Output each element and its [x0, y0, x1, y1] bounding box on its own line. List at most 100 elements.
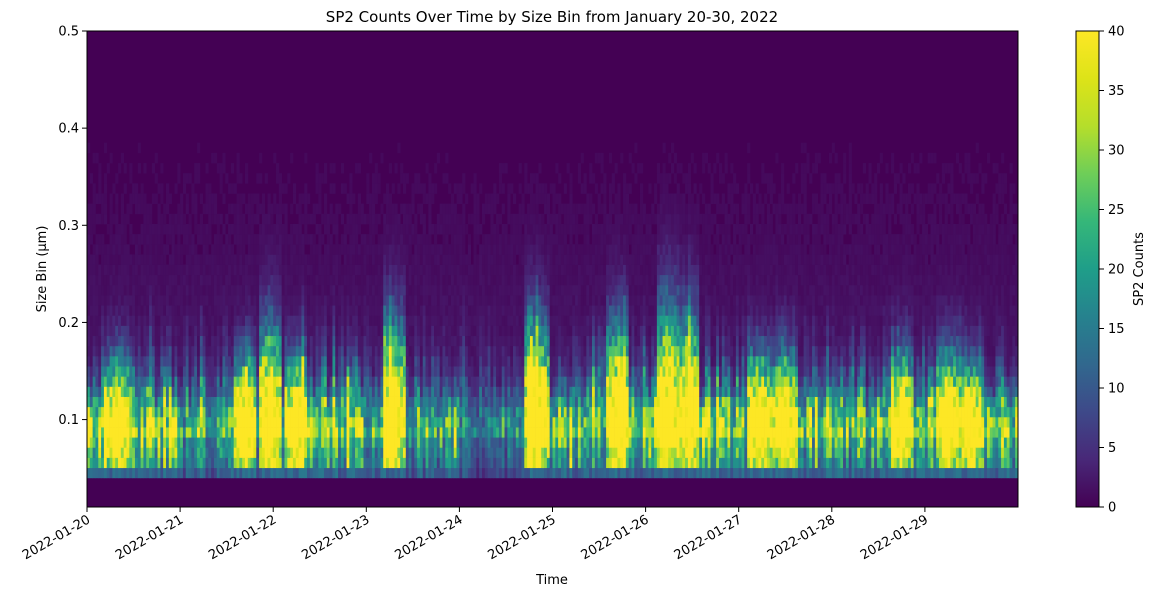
heatmap-cell: [465, 284, 469, 296]
heatmap-cell: [487, 396, 491, 408]
heatmap-cell: [577, 457, 582, 469]
heatmap-cell: [527, 457, 531, 469]
heatmap-cell: [247, 315, 251, 326]
heatmap-cell: [194, 193, 198, 204]
heatmap-cell: [402, 284, 407, 296]
heatmap-cell: [479, 315, 483, 326]
heatmap-cell: [185, 193, 189, 204]
heatmap-cell: [594, 223, 598, 235]
heatmap-cell: [442, 203, 446, 215]
heatmap-cell: [177, 305, 181, 316]
heatmap-cell: [552, 457, 556, 469]
heatmap-cell: [527, 386, 531, 397]
heatmap-cell: [456, 447, 460, 458]
heatmap-cell: [560, 295, 565, 306]
heatmap-cell: [371, 447, 376, 458]
heatmap-cell: [555, 163, 559, 174]
heatmap-cell: [524, 427, 528, 438]
heatmap-cell: [267, 295, 271, 306]
heatmap-cell: [318, 264, 322, 276]
heatmap-cell: [202, 427, 206, 438]
heatmap-cell: [292, 223, 297, 235]
heatmap-cell: [98, 163, 102, 174]
heatmap-cell: [501, 437, 505, 448]
heatmap-cell: [535, 234, 539, 245]
heatmap-cell: [479, 335, 483, 347]
heatmap-cell: [498, 335, 503, 347]
heatmap-cell: [137, 386, 141, 397]
heatmap-cell: [391, 254, 395, 265]
heatmap-cell: [507, 396, 511, 408]
heatmap-cell: [467, 366, 472, 377]
heatmap-cell: [219, 335, 223, 347]
heatmap-cell: [422, 416, 426, 428]
heatmap-cell: [284, 457, 288, 469]
heatmap-cell: [589, 396, 593, 408]
heatmap-cell: [281, 427, 285, 438]
heatmap-cell: [377, 254, 381, 265]
heatmap-cell: [436, 305, 440, 316]
heatmap-cell: [541, 325, 545, 337]
heatmap-cell: [247, 335, 251, 347]
heatmap-cell: [149, 305, 153, 316]
heatmap-cell: [439, 355, 443, 367]
heatmap-cell: [515, 355, 519, 367]
heatmap-cell: [597, 295, 601, 306]
heatmap-cell: [510, 457, 514, 469]
heatmap-cell: [177, 406, 181, 418]
heatmap-cell: [555, 315, 559, 326]
heatmap-cell: [527, 274, 531, 286]
heatmap-cell: [575, 345, 579, 357]
heatmap-cell: [428, 467, 432, 479]
heatmap-cell: [529, 173, 534, 184]
heatmap-cell: [292, 284, 297, 296]
heatmap-cell: [411, 274, 415, 286]
heatmap-cell: [538, 325, 542, 337]
heatmap-cell: [555, 244, 559, 255]
heatmap-cell: [323, 315, 328, 326]
heatmap-cell: [343, 406, 347, 418]
heatmap-cell: [580, 467, 584, 479]
heatmap-cell: [103, 244, 108, 255]
heatmap-cell: [501, 295, 505, 306]
heatmap-cell: [355, 234, 359, 245]
heatmap-cell: [434, 284, 438, 296]
heatmap-cell: [549, 406, 553, 418]
heatmap-cell: [194, 345, 198, 357]
heatmap-cell: [386, 335, 390, 347]
heatmap-cell: [431, 457, 435, 469]
heatmap-cell: [295, 335, 299, 347]
heatmap-cell: [473, 406, 477, 418]
heatmap-cell: [352, 284, 356, 296]
heatmap-cell: [165, 335, 170, 347]
heatmap-cell: [253, 244, 257, 255]
heatmap-cell: [278, 295, 283, 306]
heatmap-cell: [115, 386, 119, 397]
heatmap-cell: [425, 335, 429, 347]
heatmap-cell: [213, 284, 218, 296]
heatmap-cell: [357, 366, 362, 377]
heatmap-cell: [259, 264, 263, 276]
heatmap-cell: [529, 467, 534, 479]
heatmap-cell: [360, 203, 364, 215]
heatmap-cell: [101, 234, 105, 245]
heatmap-cell: [247, 447, 251, 458]
heatmap-cell: [160, 386, 164, 397]
heatmap-cell: [493, 366, 497, 377]
heatmap-cell: [405, 427, 409, 438]
heatmap-cell: [436, 355, 440, 367]
heatmap-cell: [541, 264, 545, 276]
heatmap-cell: [101, 396, 105, 408]
heatmap-cell: [208, 193, 212, 204]
heatmap-cell: [394, 315, 398, 326]
heatmap-cell: [355, 457, 359, 469]
heatmap-cell: [563, 284, 567, 296]
heatmap-cell: [544, 305, 548, 316]
heatmap-cell: [236, 244, 240, 255]
heatmap-cell: [307, 274, 311, 286]
heatmap-cell: [493, 284, 497, 296]
heatmap-cell: [256, 447, 260, 458]
heatmap-cell: [171, 234, 175, 245]
heatmap-cell: [326, 254, 330, 265]
heatmap-cell: [332, 396, 336, 408]
